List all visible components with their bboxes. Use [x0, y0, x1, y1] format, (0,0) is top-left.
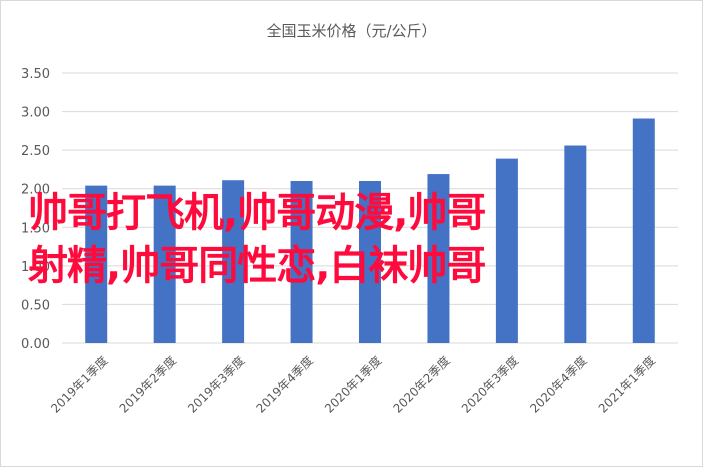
- y-tick-label: 1.50: [21, 221, 50, 236]
- bar: [153, 185, 176, 343]
- x-tick-label: 2019年2季度: [116, 353, 179, 416]
- y-tick-label: 3.50: [21, 67, 50, 82]
- bar: [222, 180, 245, 343]
- x-tick-label: 2020年2季度: [390, 353, 453, 416]
- bar: [495, 158, 518, 343]
- bar: [564, 145, 587, 343]
- y-axis-ticks: 0.00 0.50 1.00 1.50 2.00 2.50 3.00 3.50: [21, 67, 50, 352]
- bar: [85, 185, 108, 343]
- x-tick-label: 2020年4季度: [527, 353, 590, 416]
- x-tick-label: 2020年1季度: [321, 353, 384, 416]
- x-tick-label: 2019年1季度: [47, 353, 110, 416]
- chart-title: 全国玉米价格（元/公斤）: [266, 22, 437, 40]
- y-tick-label: 0.00: [21, 337, 50, 352]
- y-tick-label: 3.00: [21, 106, 50, 121]
- x-axis-ticks: 2019年1季度 2019年2季度 2019年3季度 2019年4季度 2020年1季度…: [47, 353, 658, 416]
- bar: [632, 118, 655, 343]
- overlay-text-line-1: 帅哥打飞机,帅哥动漫,帅哥: [28, 190, 486, 236]
- y-tick-label: 1.00: [21, 260, 50, 275]
- y-tick-label: 0.50: [21, 298, 50, 313]
- bar: [290, 181, 313, 343]
- x-tick-label: 2019年4季度: [253, 353, 316, 416]
- x-tick-label: 2019年3季度: [184, 353, 247, 416]
- bars: [85, 118, 655, 343]
- overlay-text-line-2: 射精,帅哥同性恋,白袜帅哥: [28, 243, 486, 289]
- bar: [427, 174, 450, 343]
- bar: [359, 181, 381, 343]
- y-tick-label: 2.50: [21, 144, 50, 159]
- x-tick-label: 2021年1季度: [595, 353, 658, 416]
- x-tick-label: 2020年3季度: [458, 353, 521, 416]
- y-tick-label: 2.00: [21, 183, 50, 198]
